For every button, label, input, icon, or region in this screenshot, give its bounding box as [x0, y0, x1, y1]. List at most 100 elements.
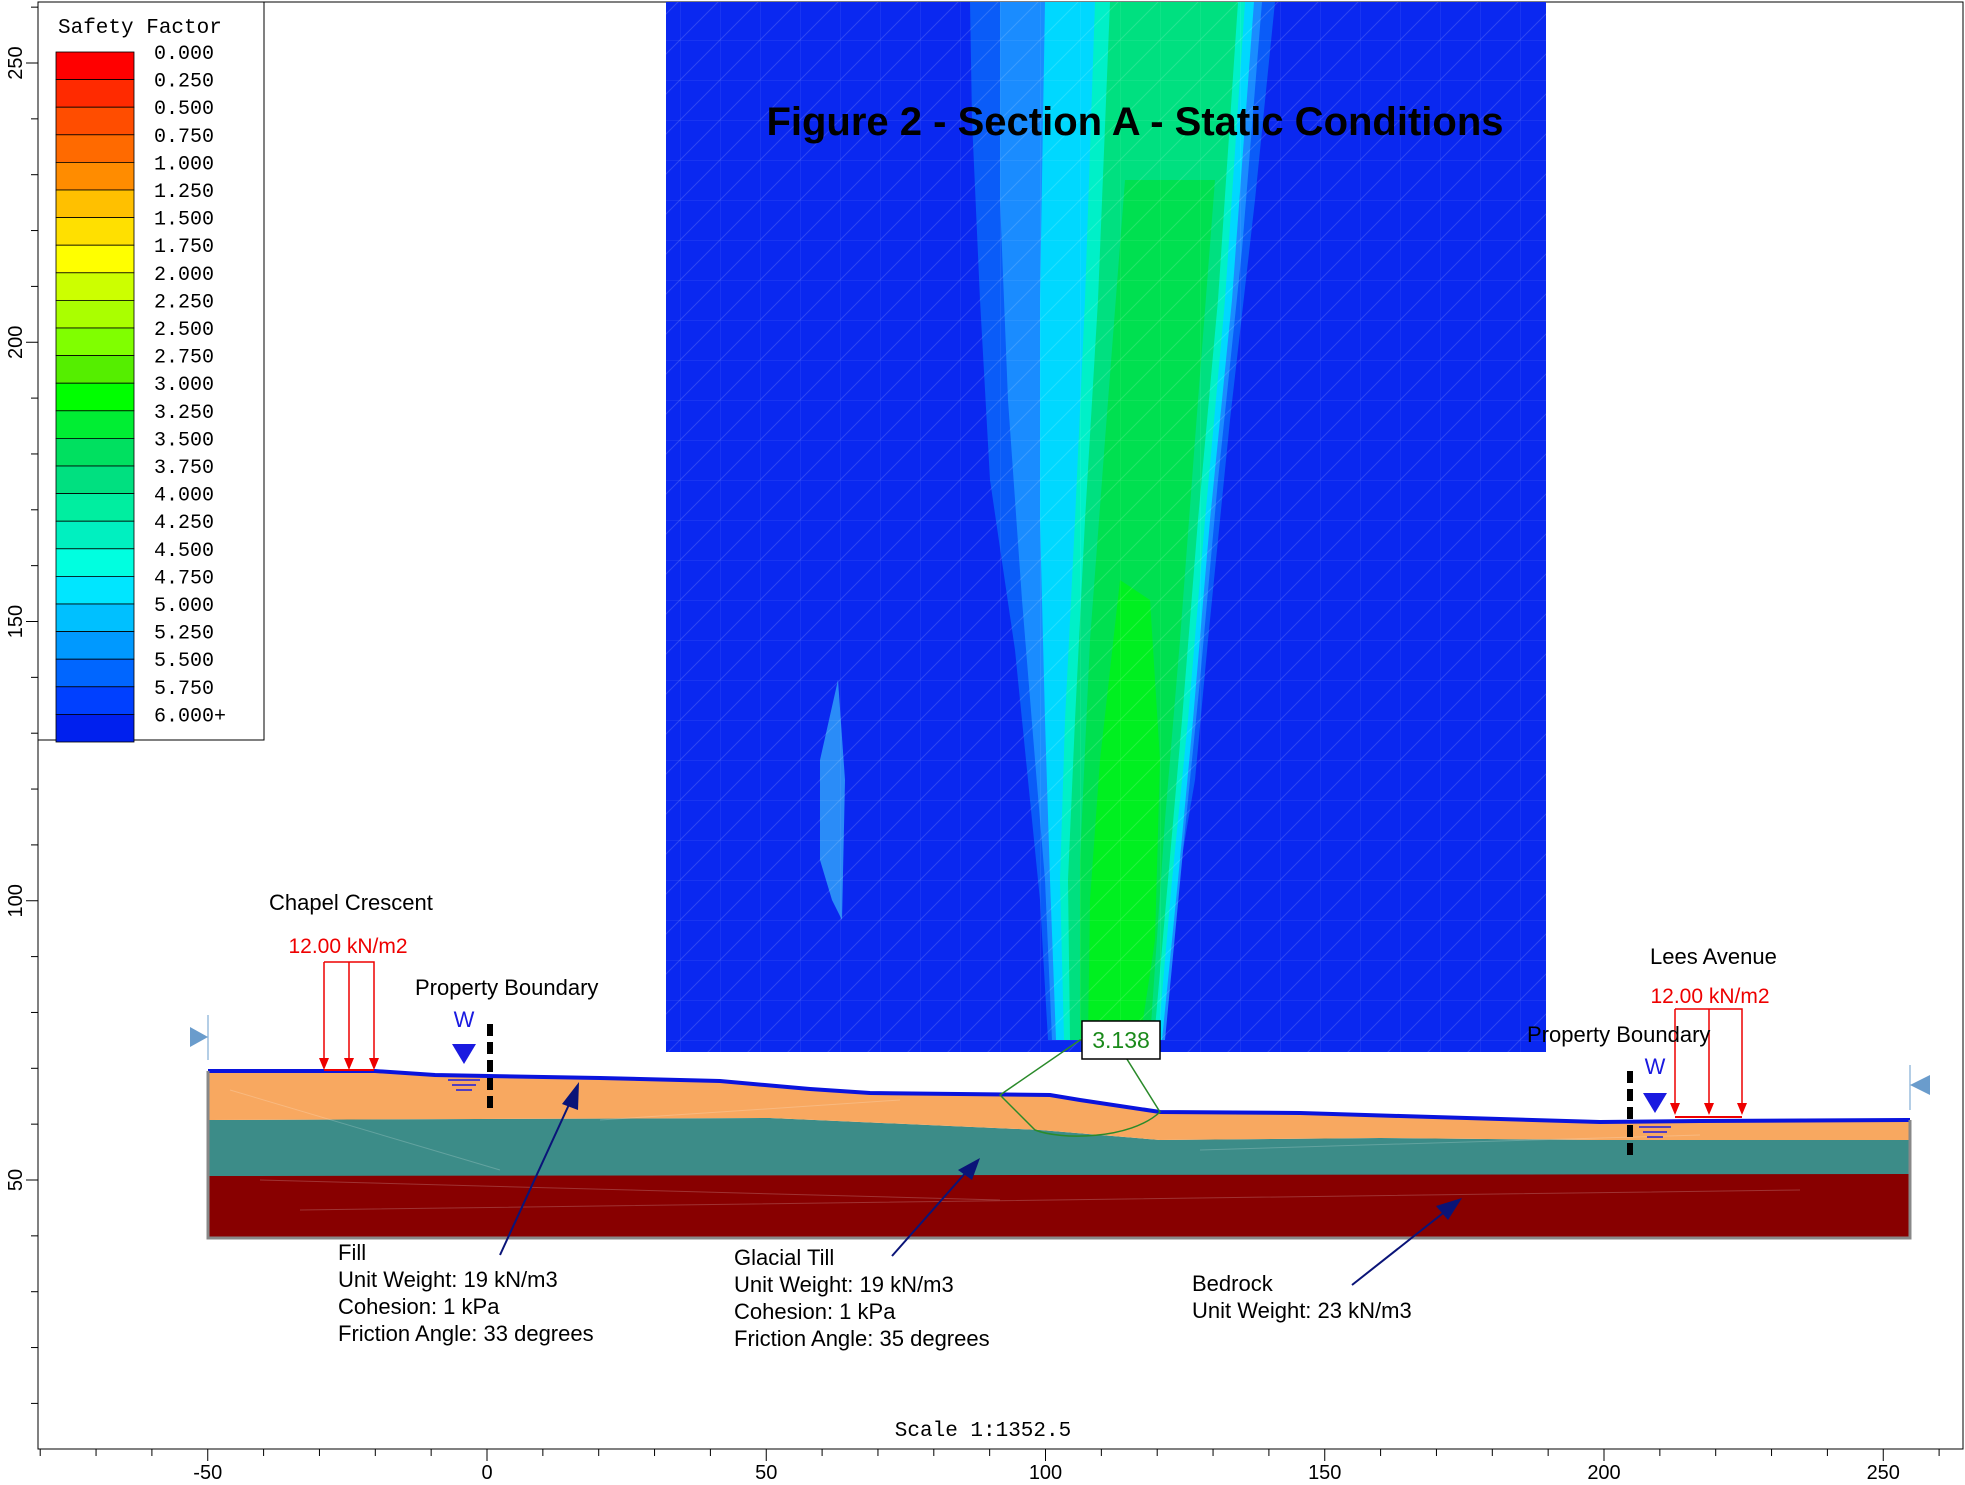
legend-label: 5.250 — [154, 623, 214, 646]
legend-label: 2.750 — [154, 347, 214, 370]
right-boundary-marker — [1910, 1075, 1930, 1095]
legend-swatch — [55, 493, 135, 522]
legend-label: 5.000 — [154, 595, 214, 618]
legend-swatch — [55, 658, 135, 688]
legend-swatch — [55, 161, 135, 191]
model-boundary — [206, 1071, 1912, 1240]
legend-swatch — [55, 134, 135, 163]
legend-label: 0.500 — [154, 98, 214, 121]
water-left-triangle — [452, 1044, 476, 1064]
bedrock-arrow-line — [1351, 1209, 1448, 1286]
till-cohesion: Cohesion: 1 kPa — [734, 1299, 896, 1324]
left-distributed-load: 12.00 kN/m2 — [288, 935, 408, 1071]
legend-label: 6.000+ — [154, 705, 226, 728]
legend-swatch — [55, 244, 135, 274]
bedrock-unit-weight: Unit Weight: 23 kN/m3 — [1192, 1298, 1412, 1323]
property-boundary-right-label: Property Boundary — [1527, 1022, 1710, 1047]
legend-label: 2.000 — [154, 264, 214, 287]
till-arrow-line — [891, 1169, 969, 1257]
soil-section — [206, 1069, 1912, 1240]
x-axis: -50 0 50 100 150 200 250 — [38, 1448, 1963, 1484]
figure-title: Figure 2 - Section A - Static Conditions — [766, 100, 1503, 144]
legend-label: 2.500 — [154, 319, 214, 342]
legend-label: 1.500 — [154, 209, 214, 232]
legend-label: 1.000 — [154, 153, 214, 176]
mesh-lines — [229, 1089, 1801, 1211]
legend-label: 3.750 — [154, 457, 214, 480]
water-table-right: W — [1639, 1054, 1671, 1138]
legend-swatch — [55, 686, 135, 715]
legend-swatch — [55, 410, 135, 439]
legend-swatch — [55, 465, 135, 495]
property-boundary-left-label: Property Boundary — [415, 975, 598, 1000]
bedrock-material-info: Bedrock Unit Weight: 23 kN/m3 — [1192, 1271, 1412, 1323]
critical-factor-box — [1081, 1020, 1161, 1060]
legend-swatch — [55, 631, 135, 660]
grid-lines — [666, 2, 1546, 1052]
x-axis-tick-label: -50 — [193, 1462, 222, 1484]
legend-swatch — [55, 382, 135, 412]
legend-swatch — [55, 437, 135, 467]
legend-label: 3.250 — [154, 402, 214, 425]
right-distributed-load: 12.00 kN/m2 — [1650, 985, 1770, 1118]
water-right-label: W — [1645, 1054, 1666, 1079]
scale-label: Scale 1:1352.5 — [895, 1420, 1071, 1443]
fill-arrow-line — [499, 1097, 573, 1256]
legend-label: 0.000 — [154, 43, 214, 66]
ground-surface-line — [208, 1069, 1911, 1125]
legend-label: 3.500 — [154, 429, 214, 452]
legend-label: 5.750 — [154, 678, 214, 701]
bedrock-arrowhead — [1436, 1198, 1462, 1220]
legend-swatch — [55, 520, 135, 550]
x-axis-tick-label: 250 — [1867, 1462, 1900, 1484]
till-material-info: Glacial Till Unit Weight: 19 kN/m3 Cohes… — [734, 1245, 990, 1351]
water-right-lines — [1639, 1126, 1671, 1138]
y-axis-tick-label: 50 — [5, 1169, 27, 1191]
legend-label: 1.250 — [154, 181, 214, 204]
legend-label: 4.250 — [154, 512, 214, 535]
water-right-triangle — [1643, 1093, 1667, 1113]
lees-avenue-label: Lees Avenue — [1650, 944, 1777, 969]
legend-swatch — [55, 217, 135, 246]
x-axis-tick-label: 200 — [1587, 1462, 1620, 1484]
y-axis: 50 100 150 200 250 — [5, 2, 39, 1449]
water-table-left: W — [448, 1007, 480, 1091]
legend: Safety Factor 0.000 0.250 0.500 0.750 1.000 1… — [37, 1, 265, 743]
y-axis-tick-label: 150 — [5, 605, 27, 638]
critical-slip-surface — [998, 1039, 1161, 1137]
legend-swatch — [55, 548, 135, 577]
legend-title: Safety Factor — [58, 17, 222, 40]
water-left-label: W — [454, 1007, 475, 1032]
left-load-arrows — [319, 1058, 379, 1070]
safety-factor-grid — [666, 2, 1546, 1052]
material-arrows — [499, 1082, 1462, 1286]
left-load-label: 12.00 kN/m2 — [288, 935, 407, 958]
till-unit-weight: Unit Weight: 19 kN/m3 — [734, 1272, 954, 1297]
chapel-crescent-label: Chapel Crescent — [269, 890, 433, 915]
bedrock-name: Bedrock — [1192, 1271, 1274, 1296]
glacial-till-layer — [208, 1118, 1910, 1176]
legend-swatch — [55, 299, 135, 329]
legend-swatch — [55, 714, 135, 743]
fill-unit-weight: Unit Weight: 19 kN/m3 — [338, 1267, 558, 1292]
legend-label: 0.750 — [154, 126, 214, 149]
legend-label: 3.000 — [154, 374, 214, 397]
legend-swatch — [55, 603, 135, 633]
bedrock-layer — [208, 1172, 1910, 1238]
fill-material-info: Fill Unit Weight: 19 kN/m3 Cohesion: 1 k… — [338, 1240, 594, 1346]
fill-layer — [208, 1071, 1910, 1140]
till-arrowhead — [958, 1158, 980, 1180]
legend-swatch — [55, 189, 135, 219]
fill-friction-angle: Friction Angle: 33 degrees — [338, 1321, 594, 1346]
legend-swatch — [55, 79, 135, 108]
y-axis-tick-label: 100 — [5, 884, 27, 917]
legend-label: 4.500 — [154, 540, 214, 563]
y-axis-tick-label: 200 — [5, 326, 27, 359]
x-axis-tick-label: 50 — [755, 1462, 777, 1484]
legend-label: 4.000 — [154, 485, 214, 508]
fill-cohesion: Cohesion: 1 kPa — [338, 1294, 500, 1319]
y-axis-tick-label: 250 — [5, 46, 27, 79]
legend-swatch — [55, 106, 135, 136]
till-name: Glacial Till — [734, 1245, 834, 1270]
